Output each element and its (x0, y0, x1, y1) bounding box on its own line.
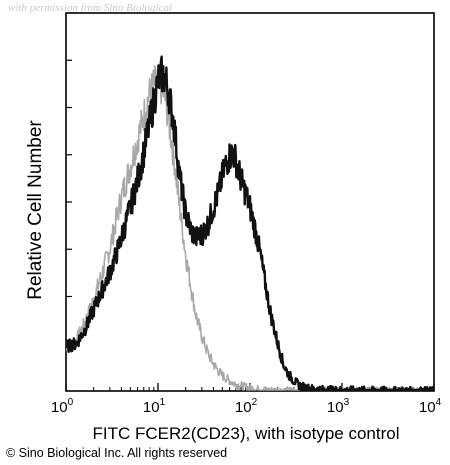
watermark-text: with permission from Sino Biological (8, 2, 172, 14)
x-axis-label: FITC FCER2(CD23), with isotype control (92, 424, 400, 443)
copyright-text: © Sino Biological Inc. All rights reserv… (6, 446, 228, 460)
x-tick-label: 100 (51, 397, 74, 416)
x-tick-label: 102 (235, 397, 258, 416)
x-tick-label: 101 (143, 397, 166, 416)
series-layer (64, 55, 435, 392)
sample-histogram-line (64, 55, 435, 392)
x-tick-label: 103 (327, 397, 350, 416)
x-axis-ticks: 100 101 102 103 104 (51, 383, 442, 416)
y-axis-label: Relative Cell Number (25, 120, 46, 300)
x-tick-label: 104 (419, 397, 442, 416)
y-axis-ticks (66, 59, 72, 345)
